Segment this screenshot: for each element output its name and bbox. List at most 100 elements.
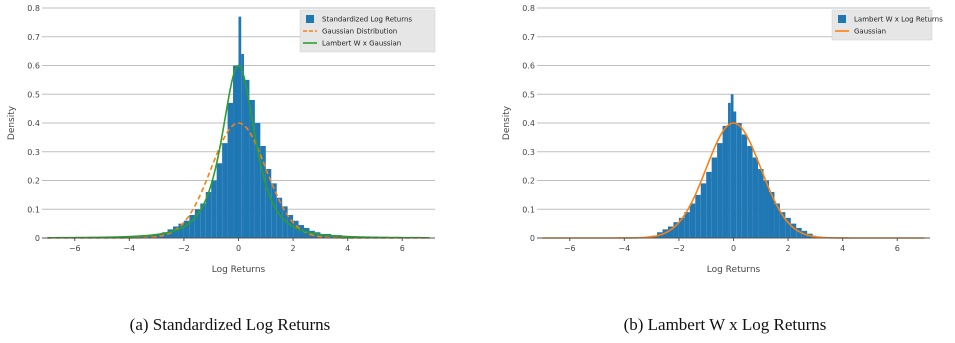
chart-a-ylabel: Density xyxy=(7,105,17,140)
chart-a-ytick-label: 0.1 xyxy=(27,205,40,214)
chart-b-bar xyxy=(747,146,753,238)
chart-b-bar xyxy=(752,157,759,238)
chart-a-xtick-label: −4 xyxy=(123,244,135,253)
chart-a-ytick-label: 0.2 xyxy=(27,177,40,186)
chart-a-bar xyxy=(211,180,217,238)
chart-b-xtick-label: −2 xyxy=(673,244,685,253)
chart-a-bar xyxy=(178,223,184,238)
chart-b-legend-label: Gaussian xyxy=(854,28,886,36)
chart-a-ytick-label: 0.6 xyxy=(27,62,40,71)
chart-b-ytick-label: 0 xyxy=(530,234,535,243)
chart-b-bar xyxy=(790,223,797,238)
chart-a-bar xyxy=(320,233,332,238)
chart-a-bar xyxy=(304,227,310,238)
chart-b-xtick-label: 6 xyxy=(895,244,900,253)
chart-a-bar xyxy=(241,54,244,238)
chart-b-bar xyxy=(689,203,696,238)
chart-b-ytick-label: 0.1 xyxy=(522,205,535,214)
chart-a-ytick-label: 0.5 xyxy=(27,90,40,99)
chart-a-xtick-label: −6 xyxy=(69,244,81,253)
chart-b-xtick-label: 2 xyxy=(786,244,791,253)
chart-a-bar xyxy=(293,220,299,238)
chart-a-ytick-label: 0.8 xyxy=(27,4,40,13)
chart-b-ytick-label: 0.3 xyxy=(522,148,535,157)
chart-b-bar xyxy=(730,94,734,238)
chart-panel-a: 0 0.1 0.2 0.3 0.4 0.5 0.6 0.7 0.8 −6 −4 −2 0 2 4 6 Log R… xyxy=(0,0,460,343)
chart-b-bar xyxy=(736,123,742,238)
chart-b-bar xyxy=(684,212,690,238)
chart-b-bar xyxy=(711,157,718,238)
chart-b-svg: 0 0.1 0.2 0.3 0.4 0.5 0.6 0.7 0.8 −6 −4 −2 0 2 4 6 Log R… xyxy=(502,4,943,275)
chart-a-bar xyxy=(271,183,277,238)
chart-a-legend-label: Gaussian Distribution xyxy=(322,28,397,36)
chart-a-legend-swatch-bars xyxy=(306,15,314,23)
chart-a-legend xyxy=(299,9,436,53)
chart-b-xtick-label: 0 xyxy=(731,244,736,253)
chart-a-bar xyxy=(260,146,266,238)
chart-a-bar xyxy=(287,215,294,238)
chart-a-legend-label: Lambert W x Gaussian xyxy=(322,40,401,48)
chart-a-bar xyxy=(205,192,212,238)
chart-a-xtick-label: −2 xyxy=(178,244,190,253)
chart-a-xtick-label: 2 xyxy=(291,244,296,253)
chart-a-bar xyxy=(249,100,255,238)
chart-b-bar xyxy=(678,217,685,238)
chart-b-ytick-label: 0.7 xyxy=(522,33,535,42)
chart-a-bar xyxy=(238,16,242,238)
chart-a-bar xyxy=(200,203,206,238)
chart-b-legend-label: Lambert W x Log Returns xyxy=(854,16,943,24)
chart-b-bar xyxy=(717,143,723,238)
chart-a-bar xyxy=(233,65,239,238)
chart-a-bar xyxy=(145,235,152,238)
chart-a-ytick-label: 0 xyxy=(35,234,40,243)
chart-a-bar xyxy=(173,226,179,238)
chart-b-bar xyxy=(774,203,780,238)
chart-b-legend-swatch-bars xyxy=(838,15,846,23)
chart-b-bar xyxy=(763,180,769,238)
chart-a-bar xyxy=(243,79,250,238)
chart-b-bar xyxy=(728,102,731,238)
chart-b-bar xyxy=(768,192,775,238)
chart-a-legend-label: Standardized Log Returns xyxy=(322,16,412,24)
caption-a: (a) Standardized Log Returns xyxy=(129,315,331,334)
chart-b-bar xyxy=(668,226,674,238)
chart-b-xtick-label: −4 xyxy=(618,244,630,253)
chart-b-bar xyxy=(758,169,764,238)
chart-b-bar xyxy=(741,134,748,238)
chart-a-svg: 0 0.1 0.2 0.3 0.4 0.5 0.6 0.7 0.8 −6 −4 −2 0 2 4 6 Log R… xyxy=(7,4,436,275)
chart-b-ytick-label: 0.2 xyxy=(522,177,535,186)
chart-b-xlabel: Log Returns xyxy=(707,265,761,275)
chart-a-bar xyxy=(227,102,234,238)
chart-b-xtick-label: −6 xyxy=(564,244,576,253)
chart-a-bar xyxy=(216,163,223,238)
chart-a-bar xyxy=(282,206,288,238)
chart-b-legend xyxy=(831,9,933,41)
chart-b-bar xyxy=(733,111,737,238)
chart-a-xtick-label: 6 xyxy=(400,244,405,253)
chart-b-ytick-label: 0.6 xyxy=(522,62,535,71)
chart-a-bar xyxy=(189,215,195,238)
chart-a-bar xyxy=(140,236,146,238)
chart-a-bar xyxy=(276,197,283,238)
chart-b-ylabel: Density xyxy=(502,105,512,140)
chart-b-bar xyxy=(722,125,729,238)
chart-b-bar xyxy=(695,194,701,238)
chart-a-bar xyxy=(194,209,201,238)
chart-a-bar xyxy=(265,169,272,238)
chart-b-bar xyxy=(779,212,786,238)
chart-b-bar xyxy=(796,227,802,238)
chart-b-ytick-label: 0.5 xyxy=(522,90,535,99)
chart-a-bar xyxy=(222,143,228,238)
chart-b-bar xyxy=(785,217,791,238)
chart-a-xtick-label: 0 xyxy=(236,244,241,253)
chart-a-ytick-label: 0.7 xyxy=(27,33,40,42)
chart-a-bar xyxy=(298,225,304,238)
chart-panel-b: 0 0.1 0.2 0.3 0.4 0.5 0.6 0.7 0.8 −6 −4 −2 0 2 4 6 Log R… xyxy=(495,0,955,343)
chart-b-bar xyxy=(673,222,679,238)
chart-a-bar xyxy=(183,220,190,238)
chart-a-bar xyxy=(254,123,261,238)
caption-b: (b) Lambert W x Log Returns xyxy=(623,315,827,334)
chart-b-bar xyxy=(700,183,707,238)
chart-a-ytick-label: 0.3 xyxy=(27,148,40,157)
chart-a-ytick-label: 0.4 xyxy=(27,119,40,128)
